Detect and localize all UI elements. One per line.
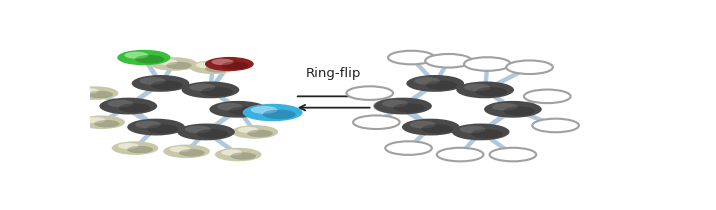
- Circle shape: [135, 121, 161, 128]
- Circle shape: [402, 119, 460, 135]
- Circle shape: [414, 77, 440, 85]
- Circle shape: [112, 141, 158, 155]
- Circle shape: [231, 125, 278, 139]
- Circle shape: [247, 130, 273, 137]
- Circle shape: [385, 141, 432, 155]
- Circle shape: [182, 81, 239, 98]
- Circle shape: [238, 127, 258, 133]
- Circle shape: [185, 126, 211, 133]
- Circle shape: [78, 116, 125, 129]
- Circle shape: [163, 144, 210, 158]
- Circle shape: [100, 98, 158, 114]
- Circle shape: [84, 117, 106, 123]
- Circle shape: [524, 89, 571, 103]
- Circle shape: [374, 99, 421, 113]
- Circle shape: [157, 59, 178, 65]
- Circle shape: [421, 124, 453, 134]
- Circle shape: [151, 81, 183, 90]
- Circle shape: [353, 116, 400, 129]
- Circle shape: [388, 51, 435, 64]
- Circle shape: [228, 106, 261, 116]
- Circle shape: [107, 100, 133, 107]
- Circle shape: [106, 101, 127, 107]
- Circle shape: [221, 150, 242, 156]
- Circle shape: [117, 50, 170, 65]
- Circle shape: [425, 54, 472, 68]
- Circle shape: [196, 129, 228, 138]
- Circle shape: [490, 148, 536, 161]
- Circle shape: [215, 148, 261, 161]
- Circle shape: [464, 84, 490, 91]
- Circle shape: [407, 75, 464, 92]
- Circle shape: [394, 103, 425, 113]
- Circle shape: [127, 146, 153, 153]
- Circle shape: [532, 119, 579, 132]
- Circle shape: [382, 100, 408, 107]
- Circle shape: [231, 152, 256, 160]
- Circle shape: [456, 81, 514, 98]
- Circle shape: [127, 119, 185, 135]
- Circle shape: [460, 126, 485, 133]
- Circle shape: [410, 121, 435, 128]
- Circle shape: [177, 123, 235, 140]
- Circle shape: [221, 62, 248, 70]
- Circle shape: [503, 106, 535, 116]
- Circle shape: [100, 99, 146, 113]
- Circle shape: [347, 86, 393, 100]
- Circle shape: [452, 123, 510, 140]
- Circle shape: [94, 120, 120, 127]
- Circle shape: [147, 124, 178, 134]
- Circle shape: [209, 101, 267, 118]
- Circle shape: [78, 88, 99, 94]
- Circle shape: [243, 104, 303, 121]
- Circle shape: [125, 52, 148, 59]
- Circle shape: [251, 106, 278, 114]
- Circle shape: [471, 129, 503, 138]
- Circle shape: [437, 148, 483, 161]
- Circle shape: [150, 57, 197, 71]
- Circle shape: [211, 59, 233, 65]
- Circle shape: [190, 84, 216, 91]
- Circle shape: [135, 55, 165, 63]
- Circle shape: [140, 77, 165, 85]
- Circle shape: [189, 60, 236, 74]
- Circle shape: [492, 103, 518, 110]
- Text: Ring-flip: Ring-flip: [306, 67, 362, 80]
- Circle shape: [506, 60, 553, 74]
- Circle shape: [72, 86, 118, 100]
- Circle shape: [217, 103, 243, 110]
- Circle shape: [263, 110, 296, 119]
- Circle shape: [119, 103, 150, 113]
- Circle shape: [205, 57, 253, 71]
- Circle shape: [374, 98, 432, 114]
- Circle shape: [464, 57, 511, 71]
- Circle shape: [484, 101, 542, 118]
- Circle shape: [115, 104, 141, 111]
- Circle shape: [118, 143, 139, 149]
- Circle shape: [170, 146, 190, 152]
- Circle shape: [195, 62, 217, 68]
- Circle shape: [166, 62, 192, 69]
- Circle shape: [426, 81, 458, 90]
- Circle shape: [179, 149, 205, 157]
- Circle shape: [475, 87, 508, 96]
- Circle shape: [132, 75, 189, 92]
- Circle shape: [205, 65, 231, 72]
- Circle shape: [201, 87, 233, 96]
- Circle shape: [87, 91, 113, 98]
